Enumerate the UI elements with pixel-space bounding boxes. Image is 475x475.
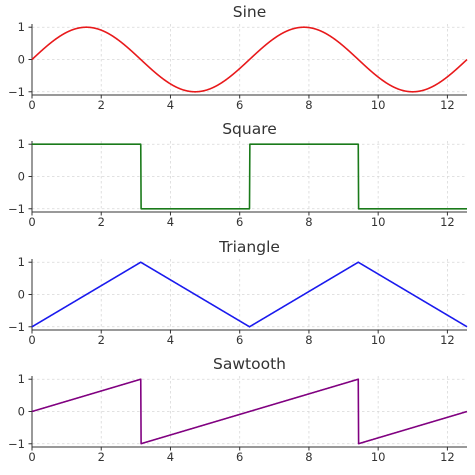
x-tick-label: 4 (167, 98, 174, 112)
y-tick-label: −1 (8, 85, 25, 99)
x-tick-label: 12 (440, 98, 455, 112)
y-tick-label: 0 (18, 53, 25, 67)
x-tick-label: 10 (371, 450, 386, 464)
subplot-title: Triangle (218, 238, 280, 256)
x-tick-label: 2 (98, 98, 105, 112)
y-tick-label: −1 (8, 437, 25, 451)
y-tick-label: 1 (18, 137, 25, 151)
x-tick-label: 12 (440, 215, 455, 229)
x-tick-label: 6 (236, 450, 243, 464)
x-tick-label: 6 (236, 98, 243, 112)
subplot-title: Square (222, 120, 277, 138)
x-tick-label: 0 (28, 450, 35, 464)
x-tick-label: 10 (371, 215, 386, 229)
y-tick-label: −1 (8, 320, 25, 334)
series-line-square (31, 143, 468, 210)
x-tick-label: 8 (305, 98, 312, 112)
x-tick-label: 0 (28, 98, 35, 112)
x-tick-label: 8 (305, 450, 312, 464)
x-tick-label: 10 (371, 98, 386, 112)
x-tick-label: 2 (98, 450, 105, 464)
y-tick-label: 0 (18, 170, 25, 184)
subplot-title: Sine (233, 3, 267, 21)
x-tick-label: 4 (167, 450, 174, 464)
y-tick-label: 0 (18, 405, 25, 419)
series-line-sawtooth (31, 378, 468, 445)
x-tick-label: 12 (440, 450, 455, 464)
x-tick-label: 4 (167, 215, 174, 229)
y-tick-label: 0 (18, 288, 25, 302)
x-tick-label: 10 (371, 333, 386, 347)
x-tick-label: 12 (440, 333, 455, 347)
y-tick-label: −1 (8, 202, 25, 216)
subplot-title: Sawtooth (213, 355, 286, 373)
series-line-triangle (31, 261, 468, 328)
x-tick-label: 2 (98, 215, 105, 229)
y-tick-label: 1 (18, 255, 25, 269)
x-tick-label: 0 (28, 333, 35, 347)
x-tick-label: 6 (236, 333, 243, 347)
x-tick-label: 8 (305, 333, 312, 347)
x-tick-label: 0 (28, 215, 35, 229)
x-tick-label: 6 (236, 215, 243, 229)
x-tick-label: 4 (167, 333, 174, 347)
y-tick-label: 1 (18, 372, 25, 386)
y-tick-label: 1 (18, 20, 25, 34)
x-tick-label: 8 (305, 215, 312, 229)
x-tick-label: 2 (98, 333, 105, 347)
series-line-sine (31, 26, 468, 93)
